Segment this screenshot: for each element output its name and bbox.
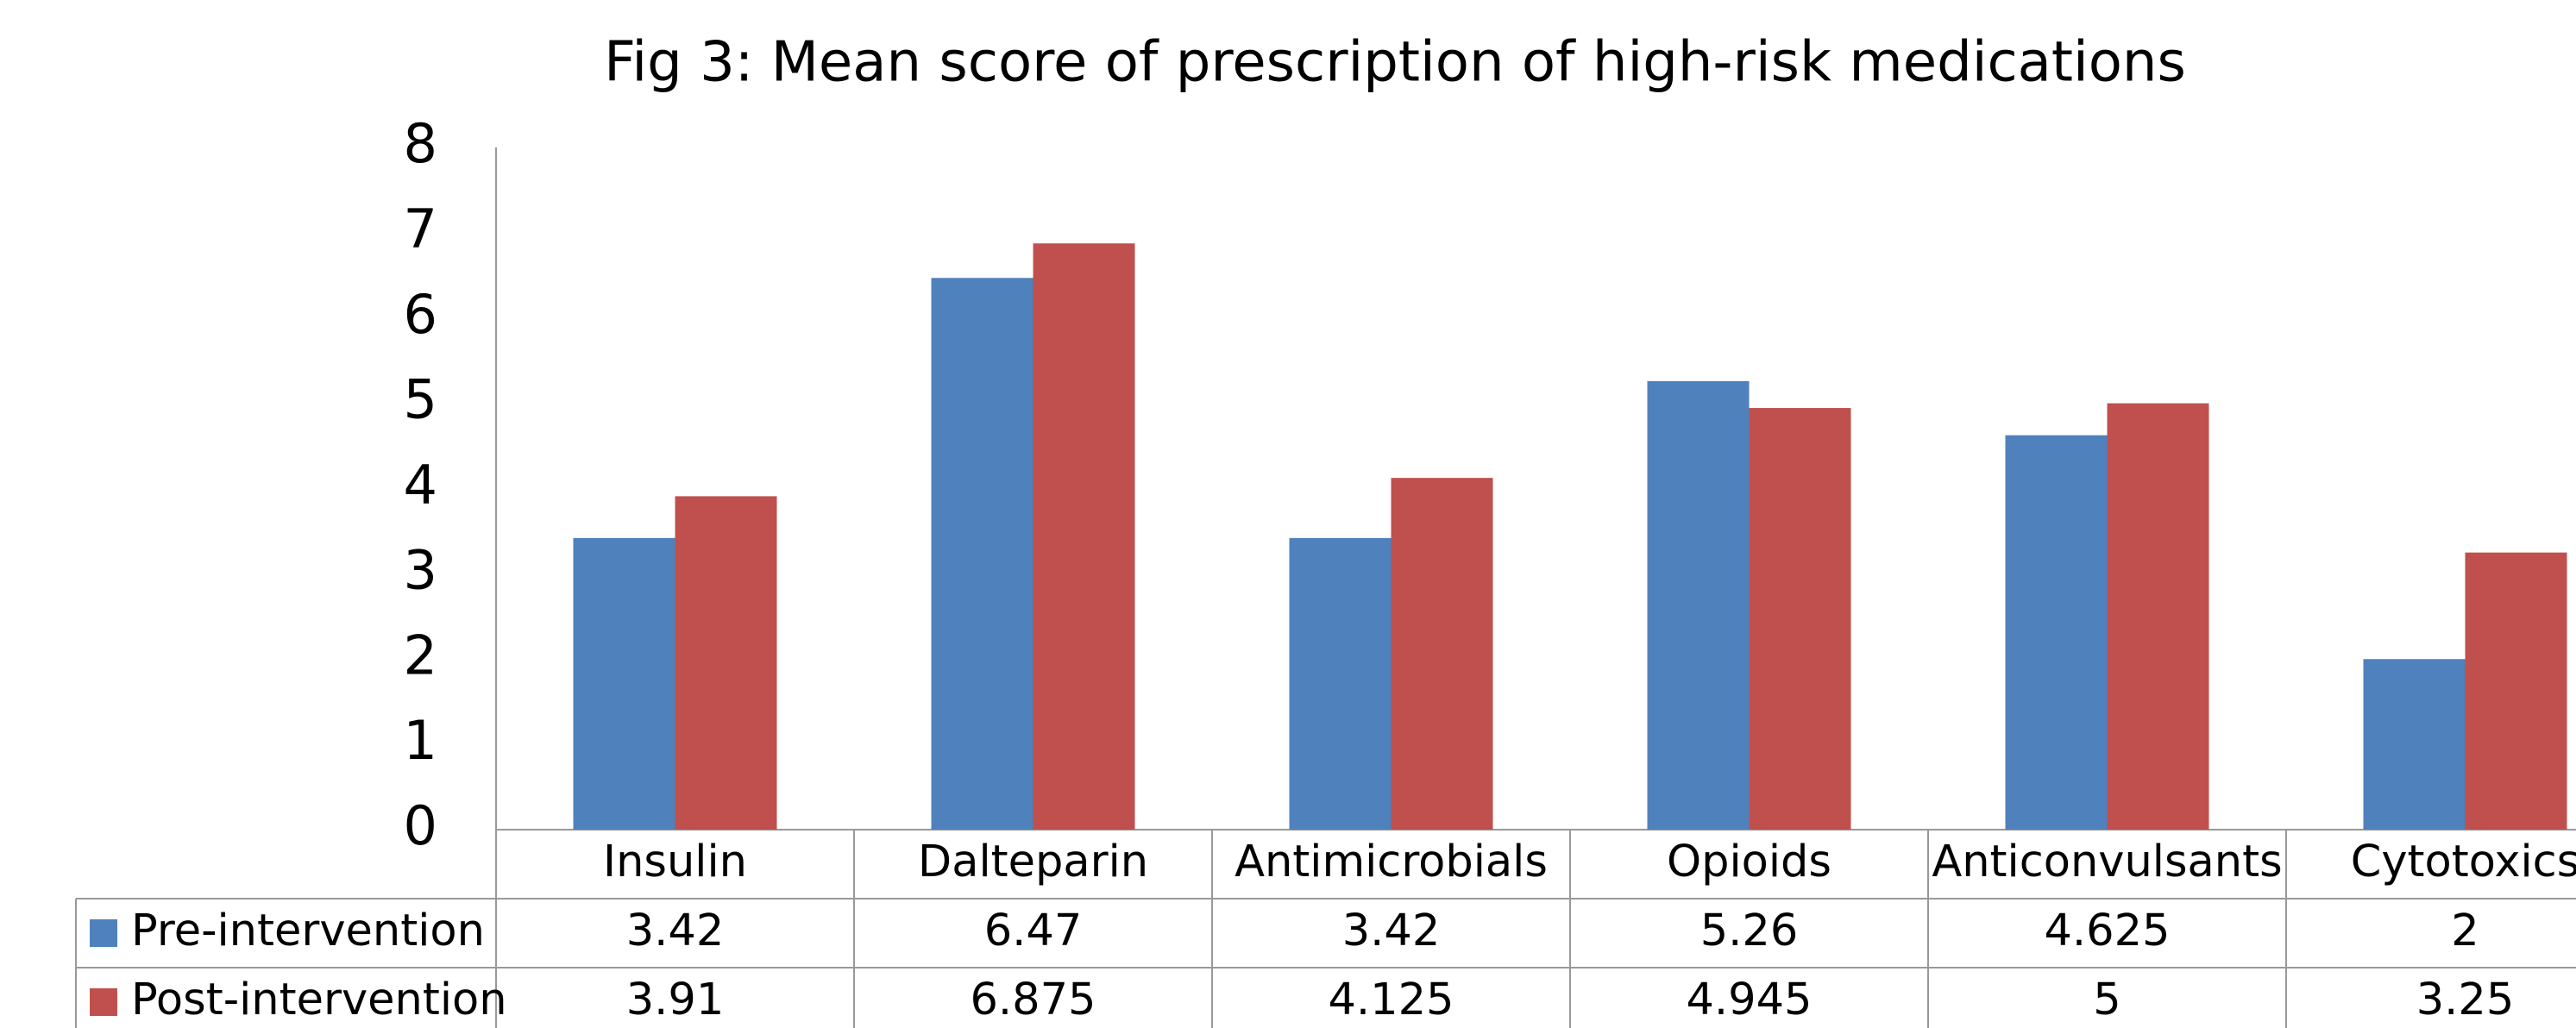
chart-title: Fig 3: Mean score of prescription of hig… (604, 31, 2186, 95)
bar (2107, 403, 2209, 830)
bar (2363, 659, 2466, 830)
bar (1391, 478, 1493, 830)
bar (1647, 380, 1750, 831)
x-tick-label: Dalteparin (918, 837, 1148, 887)
table-value: 4.625 (2044, 906, 2170, 956)
table-value: 5.26 (1700, 906, 1799, 956)
bar (2465, 552, 2567, 830)
x-tick-label: Opioids (1667, 837, 1831, 887)
table-value: 4.125 (1328, 975, 1454, 1025)
x-tick-label: Insulin (603, 837, 747, 887)
y-tick-label: 2 (404, 624, 437, 686)
legend-swatch (90, 919, 117, 947)
y-tick-label: 4 (404, 454, 437, 517)
bar (1289, 537, 1392, 830)
table-value: 3.42 (1342, 906, 1441, 956)
table-value: 3.42 (626, 906, 725, 956)
table-value: 3.25 (2416, 975, 2515, 1025)
table-value: 6.47 (984, 906, 1083, 956)
x-tick-label: Cytotoxics (2351, 837, 2576, 887)
y-tick-label: 3 (404, 538, 437, 601)
y-tick-label: 6 (404, 283, 437, 346)
y-tick-label: 7 (404, 197, 437, 260)
legend-label: Pre-intervention (131, 906, 485, 956)
bar (675, 496, 777, 830)
table-value: 5 (2093, 975, 2120, 1025)
y-tick-label: 8 (404, 112, 437, 175)
bar (1749, 408, 1851, 830)
x-tick-label: Antimicrobials (1235, 837, 1548, 887)
bar (1033, 243, 1135, 830)
y-tick-label: 1 (404, 709, 437, 772)
table-value: 4.945 (1686, 975, 1812, 1025)
table-value: 2 (2451, 906, 2479, 956)
x-tick-label: Anticonvulsants (1932, 837, 2282, 887)
legend-label: Post-intervention (131, 975, 507, 1025)
bar (931, 278, 1034, 830)
bar (573, 537, 675, 830)
y-tick-label: 0 (404, 794, 437, 857)
y-tick-label: 5 (404, 368, 437, 431)
table-value: 6.875 (970, 975, 1096, 1025)
legend-swatch (90, 988, 117, 1016)
table-value: 3.91 (626, 975, 725, 1025)
bar (2005, 435, 2108, 830)
